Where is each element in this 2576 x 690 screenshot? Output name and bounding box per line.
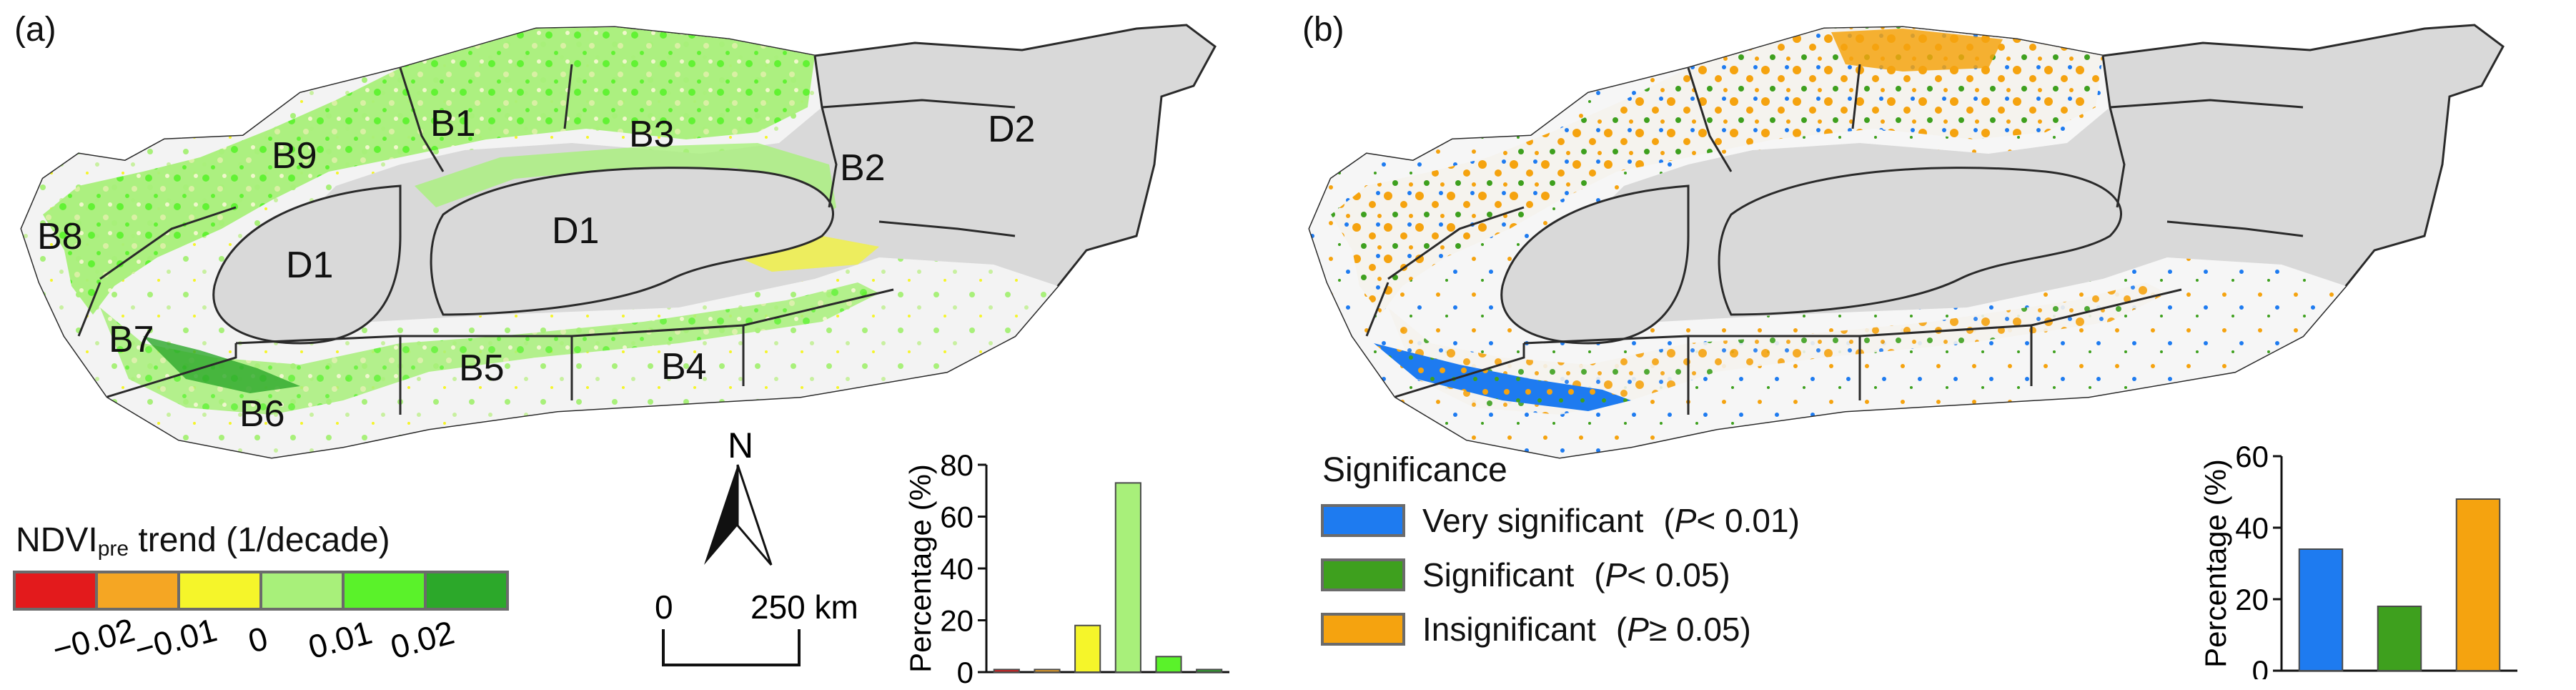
- significance-legend-title: Significance: [1322, 451, 1507, 489]
- scale-bar-end: 250 km: [750, 588, 858, 626]
- y-axis-label: Percentage (%): [903, 464, 937, 673]
- colorbar-tick-label: 0.02: [387, 613, 458, 666]
- colorbar-swatch: [177, 571, 262, 611]
- desert-main-boundary: [430, 167, 834, 316]
- map-b: [1308, 24, 2505, 459]
- significance-belt-north: [1331, 27, 2103, 315]
- region-label-b8: B8: [37, 216, 83, 257]
- colorbar-swatch: [424, 571, 509, 611]
- vegetation-dark-patch: [143, 336, 300, 393]
- bar: [993, 669, 1020, 673]
- panel-a: (a): [13, 11, 1229, 686]
- legend-item-insignificant: Insignificant (P≥ 0.05): [1321, 609, 1751, 649]
- north-label: N: [728, 425, 753, 465]
- region-label-d1-west: D1: [286, 245, 333, 286]
- colorbar-tick-label: −0.02: [49, 611, 139, 668]
- very-significant-patch: [1374, 343, 1631, 411]
- colorbar-tick-label: −0.01: [131, 611, 221, 668]
- region-label-b1: B1: [430, 103, 476, 144]
- y-tick-label: 20: [940, 604, 974, 638]
- bar: [2298, 548, 2344, 671]
- bar: [1074, 624, 1101, 673]
- y-tick-label: 60: [2235, 440, 2269, 473]
- region-label-b9: B9: [272, 135, 317, 177]
- desert-basin-boundary: [212, 184, 402, 345]
- scale-bar-start: 0: [655, 588, 673, 626]
- colorbar-swatch: [342, 571, 427, 611]
- subregion-boundaries-b: [1365, 55, 2304, 415]
- map-a: B1 B3 B9 B2 D2 D1 D1 B8 B7 B5 B4 B6 N 0 …: [13, 24, 1217, 669]
- vegetation-belt-north: [43, 27, 815, 315]
- y-tick-label: 80: [940, 448, 974, 482]
- vegetation-belt-south: [100, 282, 879, 415]
- region-label-b6: B6: [239, 393, 285, 435]
- y-axis-label: Percentage (%): [2199, 459, 2232, 668]
- region-label-b4: B4: [661, 346, 707, 388]
- y-tick-label: 40: [940, 552, 974, 586]
- bar: [2377, 606, 2422, 671]
- legend-swatch-insignificant: [1321, 613, 1405, 646]
- y-tick-label: 60: [940, 501, 974, 534]
- bar: [1114, 482, 1141, 673]
- region-label-b7: B7: [109, 319, 154, 360]
- region-label-b2: B2: [840, 147, 886, 189]
- orange-top-patch: [1831, 29, 2003, 72]
- bar: [1155, 656, 1182, 673]
- vegetation-inner-ring: [415, 143, 836, 236]
- significance-belt-south: [1388, 282, 2167, 415]
- colorbar: −0.02−0.01 0 0.01 0.02: [13, 571, 509, 669]
- legend-swatch-significant: [1321, 558, 1405, 591]
- panel-label-a: (a): [14, 11, 56, 49]
- legend-item-significant: Significant (P< 0.05): [1321, 555, 1730, 595]
- bar: [1034, 669, 1061, 673]
- panel-label-b: (b): [1302, 11, 1344, 49]
- colorbar-swatch: [259, 571, 345, 611]
- colorbar-tick-label: 0: [244, 619, 272, 660]
- legend-swatch-very-significant: [1321, 504, 1405, 537]
- y-tick-label: 0: [957, 656, 974, 686]
- colorbar-tick-label: 0.01: [304, 613, 376, 666]
- y-tick-label: 40: [2235, 511, 2269, 545]
- desert-main-boundary-b: [1718, 167, 2122, 316]
- region-label-b5: B5: [459, 348, 505, 389]
- y-tick-label: 0: [2252, 654, 2269, 679]
- north-arrow: N: [704, 425, 773, 566]
- panel-b: (b): [1288, 0, 2576, 690]
- desert-basin-boundary-b: [1500, 184, 1690, 345]
- colorbar-swatch: [95, 571, 180, 611]
- bar: [1196, 669, 1223, 673]
- legend-item-very-significant: Very significant (P< 0.01): [1321, 501, 1800, 541]
- colorbar-swatch: [13, 571, 98, 611]
- region-label-d1-main: D1: [552, 210, 599, 252]
- colorbar-title: NDVIpre trend (1/decade): [16, 521, 390, 561]
- y-tick-label: 20: [2235, 583, 2269, 616]
- significance-legend: Very significant (P< 0.01) Significant (…: [1321, 501, 1964, 686]
- region-label-d2: D2: [988, 109, 1035, 150]
- region-label-b3: B3: [629, 114, 675, 155]
- scale-bar: 0 250 km: [655, 588, 858, 666]
- subregion-boundaries: [77, 55, 1016, 415]
- bar: [2455, 498, 2501, 671]
